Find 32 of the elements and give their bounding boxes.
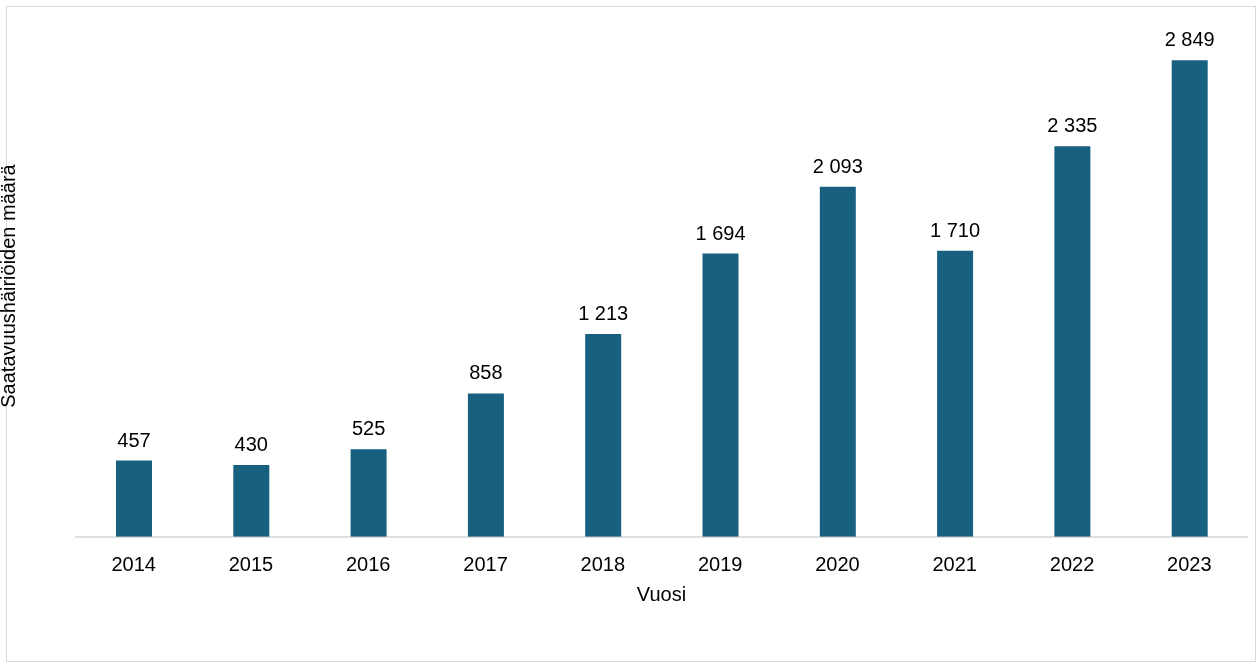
bar — [116, 460, 152, 537]
x-tick-label: 2016 — [346, 553, 391, 576]
data-label: 1 710 — [930, 218, 981, 241]
data-label: 457 — [117, 428, 151, 451]
data-label: 858 — [469, 361, 503, 384]
bar — [350, 449, 387, 537]
bar — [1171, 60, 1208, 537]
x-tick-label: 2023 — [1167, 553, 1212, 576]
x-tick-label: 2022 — [1049, 553, 1095, 576]
bar — [819, 186, 856, 537]
bar — [937, 250, 974, 537]
bar — [585, 334, 622, 537]
data-label: 2 849 — [1164, 28, 1215, 51]
y-axis-title: Saatavuushäiriöiden määrä — [0, 163, 20, 408]
x-tick-label: 2014 — [111, 553, 156, 576]
x-tick-label: 2018 — [580, 553, 626, 576]
data-label: 1 694 — [695, 221, 746, 244]
data-label: 430 — [234, 433, 268, 456]
x-tick-label: 2020 — [815, 553, 860, 576]
x-axis-title: Vuosi — [636, 583, 687, 605]
x-tick-label: 2017 — [463, 553, 508, 576]
data-label: 2 093 — [812, 154, 863, 177]
x-tick-label: 2021 — [932, 553, 977, 576]
data-label: 1 213 — [578, 302, 629, 325]
bar — [702, 253, 739, 537]
bar — [467, 393, 504, 537]
x-tick-label: 2019 — [697, 553, 743, 576]
data-label: 2 335 — [1047, 114, 1098, 137]
bar — [1054, 146, 1091, 537]
bar — [233, 465, 270, 537]
x-tick-label: 2015 — [228, 553, 274, 576]
data-label: 525 — [351, 417, 386, 440]
